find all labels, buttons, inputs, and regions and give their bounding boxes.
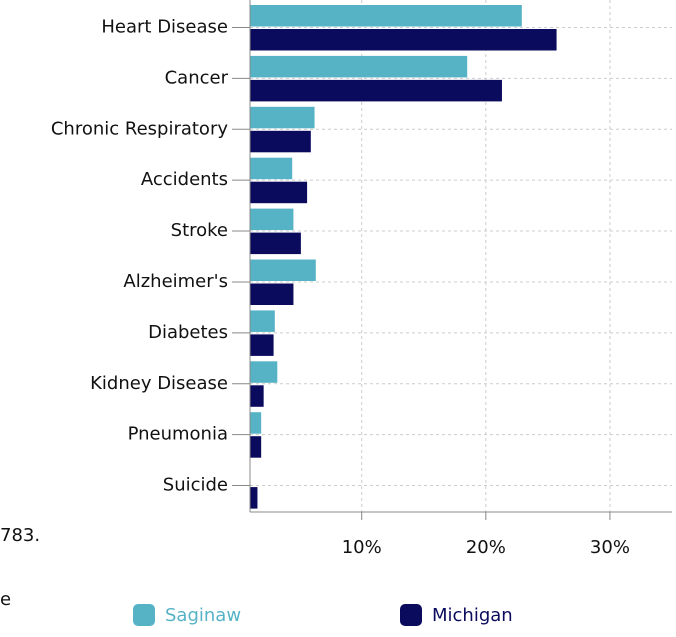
text-fragment: 783.: [0, 525, 40, 546]
y-tick-label: Alzheimer's: [123, 271, 228, 292]
bar: [250, 5, 522, 27]
bar: [250, 283, 294, 305]
bar: [250, 487, 258, 509]
bar: [250, 130, 311, 153]
bar: [250, 157, 293, 180]
y-tick-label: Accidents: [141, 169, 228, 190]
bar: [250, 29, 557, 51]
legend-label: Michigan: [432, 605, 513, 626]
bar: [250, 181, 308, 204]
bar: [250, 361, 278, 383]
y-tick-label: Kidney Disease: [90, 373, 228, 394]
bar: [250, 385, 264, 407]
y-tick-label: Chronic Respiratory: [51, 118, 229, 139]
bar: [250, 436, 262, 458]
y-tick-label: Suicide: [163, 475, 228, 496]
legend-swatch: [400, 604, 422, 626]
y-tick-label: Cancer: [165, 67, 229, 88]
bar: [250, 310, 275, 332]
y-tick-label: Diabetes: [148, 322, 228, 343]
bar: [250, 232, 301, 255]
bar: [250, 412, 262, 434]
y-tick-label: Stroke: [171, 220, 228, 241]
y-tick-label: Pneumonia: [128, 424, 228, 445]
legend-label: Saginaw: [165, 605, 241, 626]
bar: [250, 106, 315, 129]
bar: [250, 79, 502, 102]
x-tick-label: 20%: [466, 537, 506, 558]
bar: [250, 334, 274, 356]
text-fragment: e: [0, 589, 11, 610]
x-tick-label: 10%: [342, 537, 382, 558]
y-tick-label: Heart Disease: [101, 16, 228, 37]
x-tick-label: 30%: [590, 537, 630, 558]
legend-swatch: [133, 604, 155, 626]
bar: [250, 259, 316, 281]
bar: [250, 208, 294, 231]
bar: [250, 55, 468, 78]
